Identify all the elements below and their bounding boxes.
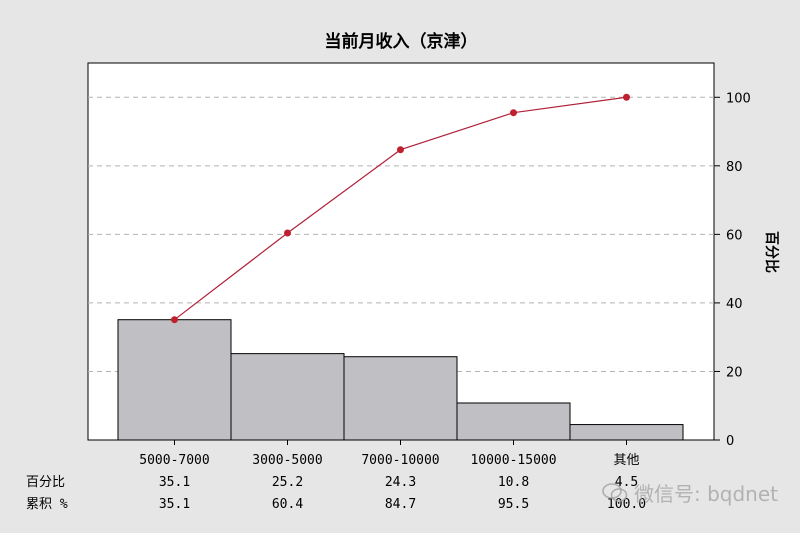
bar — [569, 424, 684, 441]
table-row1-value: 24.3 — [385, 475, 416, 490]
watermark: 微信号: bqdnet — [602, 478, 778, 507]
y-tick-label: 0 — [726, 434, 734, 449]
category-label: 10000-15000 — [470, 453, 556, 468]
cumulative-point — [510, 109, 517, 117]
watermark-text: 微信号: bqdnet — [633, 482, 778, 506]
bar — [117, 319, 232, 441]
bar — [343, 356, 458, 441]
bars — [117, 319, 684, 441]
table-row2-value: 35.1 — [159, 497, 190, 512]
table-row1-value: 10.8 — [498, 475, 529, 490]
category-label: 5000-7000 — [139, 453, 209, 468]
y-tick-label: 20 — [726, 365, 743, 380]
category-label: 7000-10000 — [361, 453, 439, 468]
cumulative-point — [397, 146, 404, 154]
cumulative-point — [171, 316, 178, 324]
table-row2-value: 95.5 — [498, 497, 529, 512]
table-row2-label: 累积 % — [26, 497, 68, 512]
table-row1-value: 25.2 — [272, 475, 303, 490]
table-row2-value: 60.4 — [272, 497, 303, 512]
category-label: 3000-5000 — [252, 453, 322, 468]
y-tick-label: 60 — [726, 228, 743, 243]
y-tick-label: 100 — [726, 91, 751, 106]
bar — [456, 402, 571, 441]
category-label: 其他 — [613, 453, 639, 468]
cumulative-points — [171, 93, 630, 324]
table-row1-label: 百分比 — [26, 475, 65, 490]
y-tick-label: 40 — [726, 297, 743, 312]
y-axis-ticks: 0 20 40 60 80 100 — [714, 91, 751, 449]
cumulative-point — [284, 229, 291, 237]
table-row1-value: 4.5 — [615, 475, 638, 490]
bar — [230, 353, 345, 441]
chart-title: 当前月收入（京津） — [325, 31, 478, 52]
wechat-icon — [602, 482, 628, 502]
table-row1-value: 35.1 — [159, 475, 190, 490]
cumulative-point — [623, 93, 630, 101]
y-tick-label: 80 — [726, 160, 743, 175]
y-axis-label: 百分比 — [763, 231, 780, 273]
x-axis-categories: 5000-7000 3000-5000 7000-10000 10000-15000 其… — [139, 440, 640, 468]
table-row2-value: 84.7 — [385, 497, 416, 512]
